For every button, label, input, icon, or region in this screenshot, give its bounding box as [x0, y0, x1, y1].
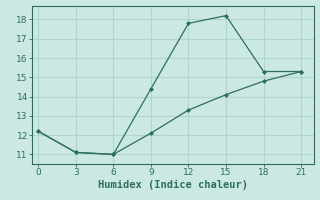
X-axis label: Humidex (Indice chaleur): Humidex (Indice chaleur): [98, 180, 248, 190]
